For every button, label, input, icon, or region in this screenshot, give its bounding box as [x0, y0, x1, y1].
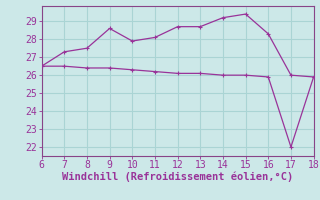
X-axis label: Windchill (Refroidissement éolien,°C): Windchill (Refroidissement éolien,°C): [62, 172, 293, 182]
